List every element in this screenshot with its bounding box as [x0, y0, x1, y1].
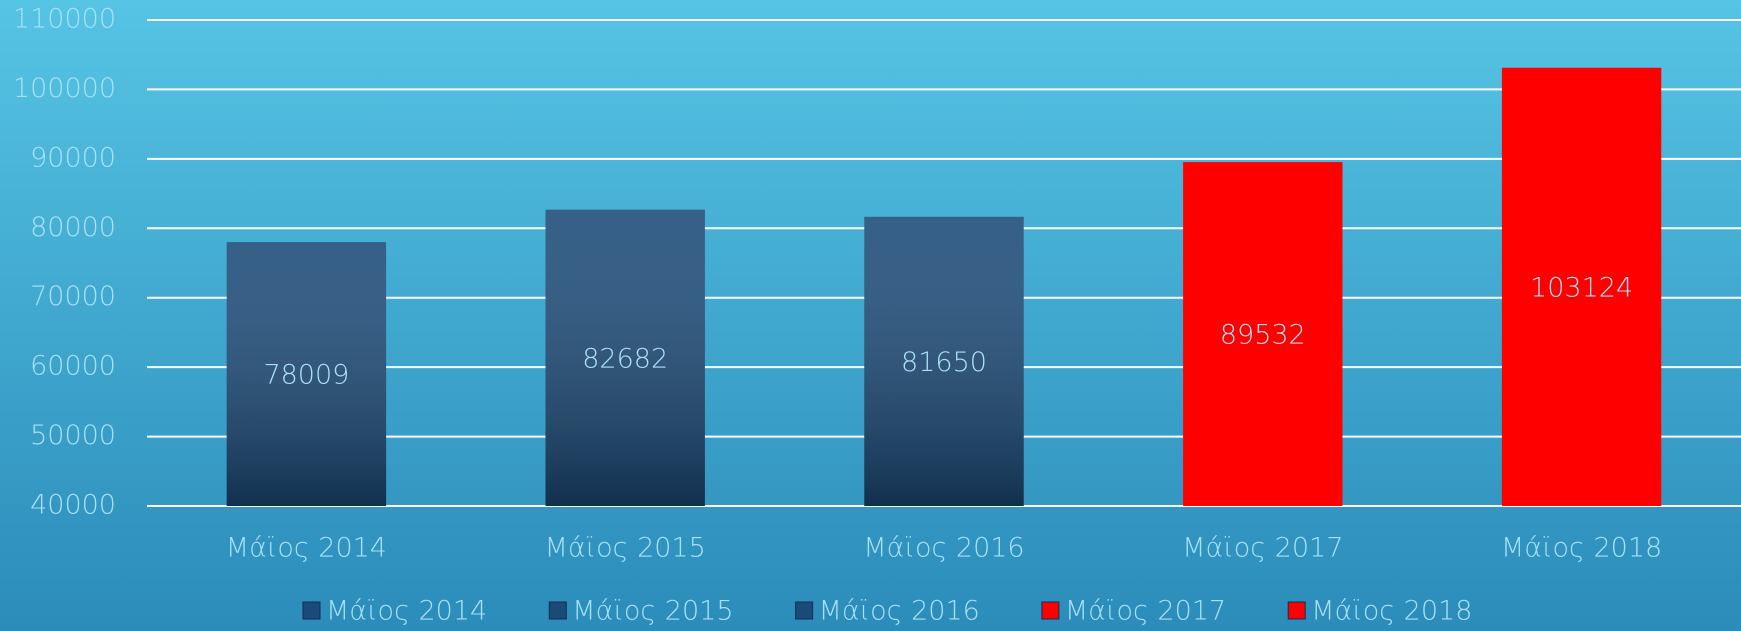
y-tick-label: 80000	[30, 212, 116, 243]
legend-label: Μάϊος 2015	[572, 596, 733, 627]
bar	[1501, 67, 1662, 507]
y-tick-label: 90000	[30, 142, 116, 173]
legend-label: Μάϊος 2018	[1311, 596, 1472, 627]
bar	[1183, 162, 1343, 507]
data-label: 82682	[582, 343, 668, 374]
y-tick-label: 50000	[30, 420, 116, 451]
y-tick-label: 40000	[30, 490, 116, 521]
bar-shade	[864, 216, 1024, 506]
legend-swatch	[548, 601, 567, 620]
y-tick-label: 70000	[30, 281, 116, 312]
y-tick-label: 100000	[13, 73, 116, 104]
x-tick-label: Μάϊος 2017	[1182, 533, 1343, 564]
data-label: 81650	[901, 347, 987, 378]
x-tick-label: Μάϊος 2015	[545, 533, 706, 564]
legend-swatch	[1287, 601, 1306, 620]
bar-shade	[226, 242, 387, 506]
y-tick-label: 110000	[13, 4, 116, 35]
y-tick-label: 60000	[30, 351, 116, 382]
legend-swatch	[795, 601, 814, 620]
legend-label: Μάϊος 2016	[819, 596, 980, 627]
x-tick-label: Μάϊος 2016	[863, 533, 1024, 564]
bar-shade	[545, 209, 705, 506]
x-tick-label: Μάϊος 2018	[1501, 533, 1662, 564]
data-label: 89532	[1220, 320, 1306, 351]
data-label: 103124	[1530, 272, 1633, 303]
legend-swatch	[302, 601, 321, 620]
legend-label: Μάϊος 2017	[1065, 596, 1226, 627]
legend-label: Μάϊος 2014	[326, 596, 487, 627]
x-tick-label: Μάϊος 2014	[226, 533, 387, 564]
legend-swatch	[1041, 601, 1060, 620]
data-label: 78009	[263, 360, 349, 391]
